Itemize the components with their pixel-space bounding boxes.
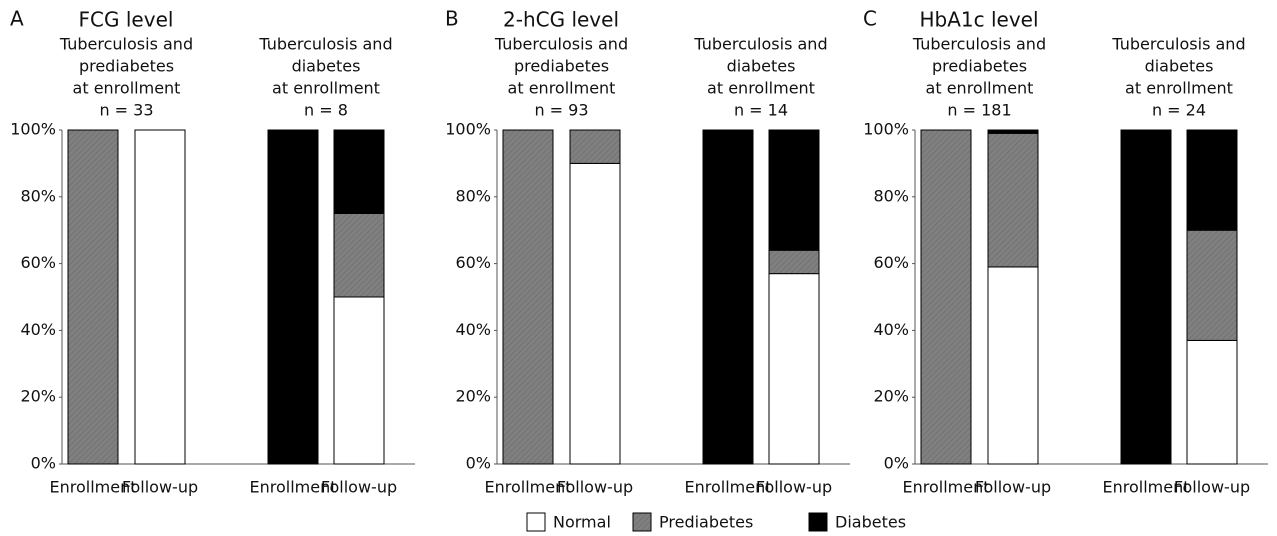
- y-tick-label: 0%: [31, 454, 56, 473]
- x-tick-label: Enrollment: [50, 478, 137, 497]
- bar-segment: [1186, 229, 1238, 341]
- group-label: n = 8: [304, 101, 348, 120]
- y-tick-label: 40%: [20, 320, 56, 339]
- group-label: n = 93: [534, 101, 588, 120]
- group-label: Tuberculosis and: [258, 35, 392, 54]
- y-tick-label: 100%: [10, 120, 56, 139]
- bar-segment: [987, 132, 1039, 268]
- y-tick-label: 0%: [466, 454, 491, 473]
- y-tick-label: 100%: [863, 120, 909, 139]
- bar-segment: [768, 273, 820, 465]
- bar-segment: [267, 129, 319, 465]
- x-tick-label: Enrollment: [1103, 478, 1190, 497]
- y-tick-label: 80%: [873, 186, 909, 205]
- legend-swatch: [632, 512, 652, 532]
- panel-label: B: [445, 7, 459, 31]
- panel-label: C: [863, 7, 877, 31]
- bar-segment: [569, 129, 621, 164]
- legend-label: Normal: [553, 513, 611, 532]
- group-label: at enrollment: [1125, 79, 1233, 98]
- y-tick-label: 40%: [455, 320, 491, 339]
- group-label: Tuberculosis and: [1111, 35, 1245, 54]
- y-tick-label: 0%: [884, 454, 909, 473]
- bar-segment: [1186, 339, 1238, 465]
- bar-segment: [1186, 129, 1238, 231]
- x-tick-label: Follow-up: [1174, 478, 1250, 497]
- group-label: n = 181: [947, 101, 1011, 120]
- group-label: diabetes: [1145, 57, 1214, 76]
- x-tick-label: Follow-up: [321, 478, 397, 497]
- bar-segment: [333, 213, 385, 298]
- group-label: prediabetes: [932, 57, 1027, 76]
- x-tick-label: Follow-up: [756, 478, 832, 497]
- bar-segment: [502, 129, 554, 465]
- bar-segment: [67, 129, 119, 465]
- bar-segment: [920, 129, 972, 465]
- x-tick-label: Enrollment: [685, 478, 772, 497]
- group-label: n = 14: [734, 101, 788, 120]
- x-tick-label: Follow-up: [975, 478, 1051, 497]
- y-tick-label: 80%: [455, 186, 491, 205]
- group-label: n = 24: [1152, 101, 1206, 120]
- group-label: Tuberculosis and: [912, 35, 1046, 54]
- bar-segment: [333, 296, 385, 465]
- group-label: at enrollment: [508, 79, 616, 98]
- group-label: prediabetes: [79, 57, 174, 76]
- group-label: at enrollment: [272, 79, 380, 98]
- y-tick-label: 100%: [445, 120, 491, 139]
- group-label: n = 33: [99, 101, 153, 120]
- bar-segment: [569, 162, 621, 465]
- group-label: at enrollment: [926, 79, 1034, 98]
- bar-segment: [768, 249, 820, 275]
- group-label: at enrollment: [707, 79, 815, 98]
- group-label: diabetes: [727, 57, 796, 76]
- legend-swatch: [526, 512, 546, 532]
- group-label: prediabetes: [514, 57, 609, 76]
- bar-segment: [134, 129, 186, 465]
- bar-segment: [1120, 129, 1172, 465]
- x-tick-label: Enrollment: [485, 478, 572, 497]
- bar-segment: [987, 129, 1039, 134]
- y-tick-label: 60%: [20, 253, 56, 272]
- x-tick-label: Follow-up: [557, 478, 633, 497]
- group-label: diabetes: [292, 57, 361, 76]
- y-tick-label: 60%: [873, 253, 909, 272]
- x-tick-label: Enrollment: [250, 478, 337, 497]
- y-tick-label: 20%: [20, 387, 56, 406]
- bar-segment: [333, 129, 385, 214]
- y-tick-label: 40%: [873, 320, 909, 339]
- bar-segment: [987, 266, 1039, 465]
- y-tick-label: 20%: [455, 387, 491, 406]
- chart-title: 2-hCG level: [503, 8, 619, 32]
- chart-title: HbA1c level: [919, 8, 1038, 32]
- y-tick-label: 80%: [20, 186, 56, 205]
- y-tick-label: 60%: [455, 253, 491, 272]
- y-tick-label: 20%: [873, 387, 909, 406]
- group-label: Tuberculosis and: [494, 35, 628, 54]
- group-label: Tuberculosis and: [59, 35, 193, 54]
- panel-label: A: [10, 7, 24, 31]
- x-tick-label: Follow-up: [122, 478, 198, 497]
- x-tick-label: Enrollment: [903, 478, 990, 497]
- legend-label: Diabetes: [835, 513, 906, 532]
- legend-swatch: [808, 512, 828, 532]
- bar-segment: [768, 129, 820, 251]
- legend-label: Prediabetes: [659, 513, 753, 532]
- chart-title: FCG level: [79, 8, 174, 32]
- bar-segment: [702, 129, 754, 465]
- group-label: Tuberculosis and: [693, 35, 827, 54]
- group-label: at enrollment: [73, 79, 181, 98]
